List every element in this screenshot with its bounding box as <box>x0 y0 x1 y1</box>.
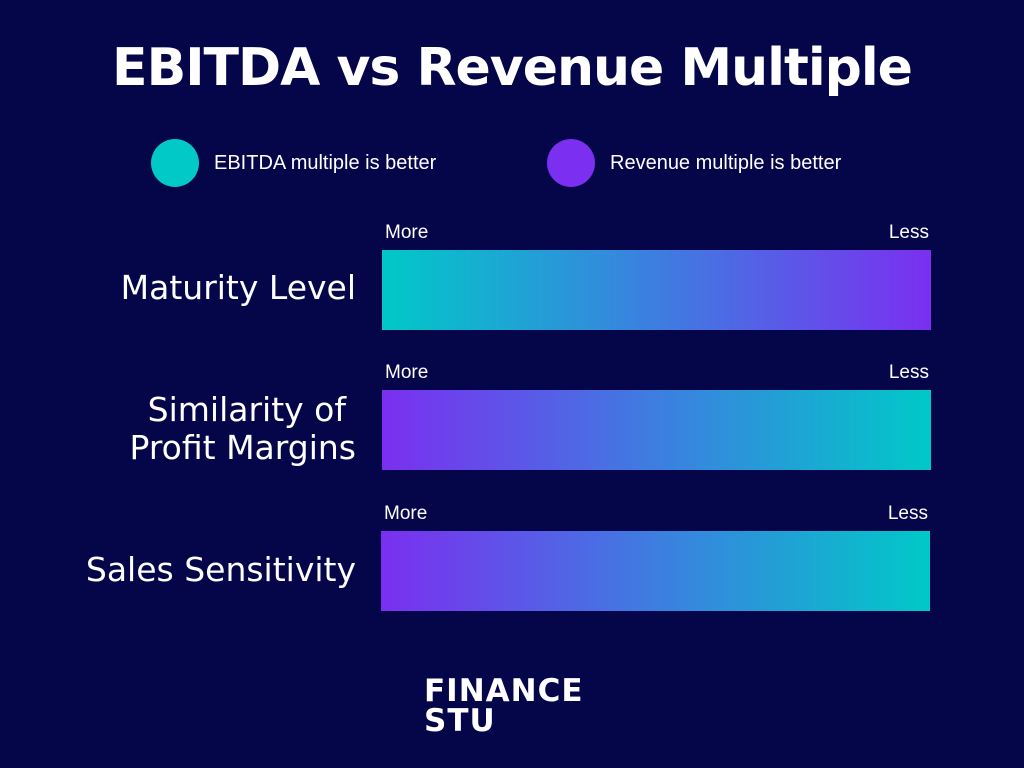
legend-label-revenue: Revenue multiple is better <box>610 152 842 174</box>
row-label-line: Maturity Level <box>120 268 356 307</box>
row-label-line: Sales Sensitivity <box>85 550 356 589</box>
row-label-similarity-of-profit-margins: Similarity of Profit Margins <box>10 391 356 467</box>
logo-line: FINANCE <box>424 673 584 709</box>
row-label-maturity-level: Maturity Level <box>10 269 356 307</box>
gradient-bar-maturity-level <box>382 250 931 330</box>
bar-right-label: Less <box>887 503 928 524</box>
legend-dot-ebitda <box>151 139 199 187</box>
finance-stu-logo: FINANCE STU <box>424 673 584 739</box>
gradient-bar-sales-sensitivity <box>381 531 930 611</box>
row-label-line: Similarity of <box>147 390 346 429</box>
bar-left-label: More <box>385 222 429 243</box>
legend-dot-revenue <box>547 139 595 187</box>
bar-left-label: More <box>385 362 429 383</box>
row-label-line: Profit Margins <box>129 428 356 467</box>
legend-label-ebitda: EBITDA multiple is better <box>214 152 437 174</box>
bar-right-label: Less <box>888 222 929 243</box>
bar-left-label: More <box>384 503 428 524</box>
logo-line: STU <box>424 703 496 739</box>
gradient-bar-similarity-of-profit-margins <box>382 390 931 470</box>
row-label-sales-sensitivity: Sales Sensitivity <box>10 551 356 589</box>
bar-right-label: Less <box>888 362 929 383</box>
page-title: EBITDA vs Revenue Multiple <box>112 38 913 98</box>
